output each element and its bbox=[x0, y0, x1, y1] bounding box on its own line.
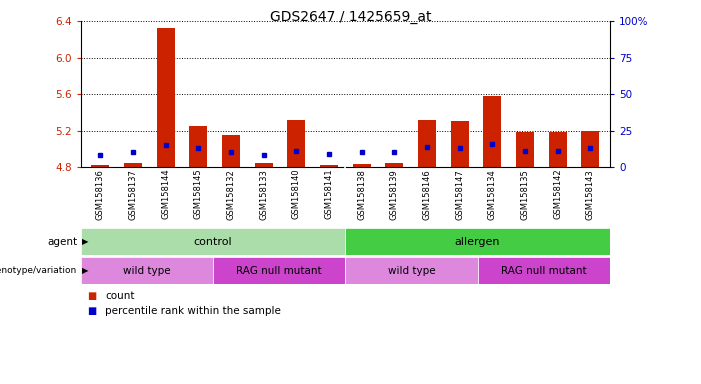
Bar bbox=[581, 131, 599, 167]
Text: GSM158147: GSM158147 bbox=[455, 169, 464, 220]
Bar bbox=[516, 132, 534, 167]
Text: GSM158140: GSM158140 bbox=[292, 169, 301, 219]
Bar bbox=[213, 257, 346, 284]
Text: GSM158142: GSM158142 bbox=[553, 169, 562, 219]
Text: GSM158135: GSM158135 bbox=[520, 169, 529, 220]
Bar bbox=[386, 164, 403, 167]
Bar bbox=[91, 165, 109, 167]
Bar bbox=[287, 120, 305, 167]
Text: GSM158145: GSM158145 bbox=[193, 169, 203, 219]
Bar bbox=[353, 164, 371, 167]
Text: GSM158144: GSM158144 bbox=[161, 169, 170, 219]
Bar bbox=[346, 228, 610, 255]
Text: wild type: wild type bbox=[123, 266, 170, 276]
Text: agent: agent bbox=[47, 237, 77, 247]
Bar bbox=[124, 164, 142, 167]
Text: wild type: wild type bbox=[388, 266, 435, 276]
Text: GSM158134: GSM158134 bbox=[488, 169, 497, 220]
Text: GSM158137: GSM158137 bbox=[128, 169, 137, 220]
Text: control: control bbox=[193, 237, 232, 247]
Bar bbox=[549, 132, 566, 167]
Text: ■: ■ bbox=[88, 291, 97, 301]
Bar bbox=[451, 121, 468, 167]
Text: ■: ■ bbox=[88, 306, 97, 316]
Text: GSM158146: GSM158146 bbox=[423, 169, 431, 220]
Text: RAG null mutant: RAG null mutant bbox=[236, 266, 322, 276]
Text: ▶: ▶ bbox=[82, 266, 88, 275]
Text: GSM158141: GSM158141 bbox=[325, 169, 334, 219]
Text: GSM158138: GSM158138 bbox=[357, 169, 366, 220]
Text: percentile rank within the sample: percentile rank within the sample bbox=[105, 306, 281, 316]
Text: count: count bbox=[105, 291, 135, 301]
Text: GSM158133: GSM158133 bbox=[259, 169, 268, 220]
Bar bbox=[156, 28, 175, 167]
Bar bbox=[320, 165, 338, 167]
Text: RAG null mutant: RAG null mutant bbox=[501, 266, 587, 276]
Text: GSM158136: GSM158136 bbox=[96, 169, 104, 220]
Bar bbox=[254, 164, 273, 167]
Text: GSM158143: GSM158143 bbox=[586, 169, 594, 220]
Text: ▶: ▶ bbox=[82, 237, 88, 247]
Bar bbox=[346, 257, 477, 284]
Text: allergen: allergen bbox=[455, 237, 501, 247]
Bar bbox=[418, 120, 436, 167]
Bar bbox=[189, 126, 207, 167]
Bar bbox=[477, 257, 610, 284]
Bar bbox=[81, 257, 213, 284]
Text: GSM158132: GSM158132 bbox=[226, 169, 236, 220]
Text: genotype/variation: genotype/variation bbox=[0, 266, 77, 275]
Text: GDS2647 / 1425659_at: GDS2647 / 1425659_at bbox=[270, 10, 431, 23]
Bar bbox=[222, 135, 240, 167]
Text: GSM158139: GSM158139 bbox=[390, 169, 399, 220]
Bar bbox=[81, 228, 346, 255]
Bar bbox=[483, 96, 501, 167]
